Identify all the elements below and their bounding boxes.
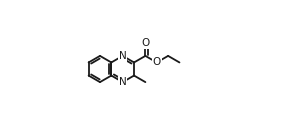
Text: O: O — [153, 57, 161, 67]
Text: N: N — [119, 77, 127, 87]
Text: N: N — [119, 51, 127, 61]
Text: O: O — [141, 38, 149, 48]
